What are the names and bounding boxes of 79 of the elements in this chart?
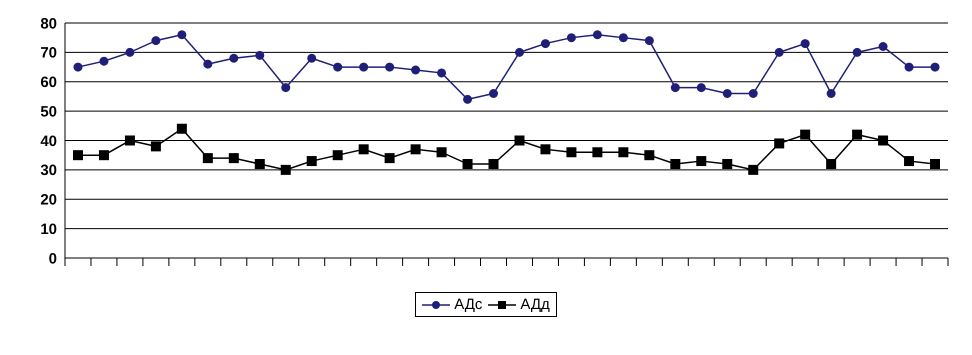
- point: [670, 83, 680, 92]
- point: [437, 68, 446, 78]
- y-tick-label: 10: [40, 220, 57, 238]
- point: [411, 66, 420, 74]
- point: [592, 147, 602, 158]
- point: [540, 144, 550, 154]
- y-tick-label: 30: [40, 162, 57, 180]
- point: [566, 33, 576, 42]
- point: [774, 48, 784, 57]
- point: [670, 159, 680, 169]
- point: [878, 42, 888, 51]
- point: [150, 141, 161, 152]
- point: [73, 62, 82, 72]
- point: [228, 153, 239, 164]
- point: [618, 147, 628, 158]
- legend-label: АДд: [520, 296, 550, 313]
- point: [125, 48, 134, 57]
- point: [644, 150, 654, 160]
- point: [696, 83, 706, 92]
- point: [384, 153, 395, 164]
- point: [202, 153, 213, 164]
- point: [229, 54, 238, 63]
- point: [124, 136, 135, 146]
- y-tick-label: 20: [40, 192, 57, 209]
- point: [280, 164, 291, 175]
- point: [488, 159, 499, 169]
- point: [748, 164, 758, 175]
- point: [592, 30, 602, 40]
- point: [540, 39, 550, 48]
- point: [930, 62, 940, 72]
- y-tick-label: 50: [40, 103, 57, 120]
- point: [203, 60, 212, 69]
- y-tick-label: 40: [40, 132, 57, 150]
- y-tick-label: 70: [40, 44, 57, 62]
- point: [826, 89, 836, 98]
- point: [748, 89, 758, 98]
- point: [255, 50, 264, 60]
- point: [410, 144, 421, 154]
- point: [852, 48, 862, 57]
- point: [930, 159, 940, 169]
- point: [800, 39, 810, 48]
- point: [176, 124, 187, 134]
- point: [904, 156, 914, 166]
- point: [722, 89, 732, 98]
- point: [385, 62, 394, 72]
- point: [878, 136, 888, 146]
- point: [463, 94, 472, 104]
- point: [722, 159, 732, 169]
- point: [436, 147, 447, 158]
- point: [618, 33, 628, 42]
- point: [98, 150, 109, 160]
- legend-label: АДс: [454, 296, 482, 313]
- point: [489, 89, 498, 98]
- y-tick-label: 80: [40, 15, 57, 32]
- point: [826, 159, 836, 169]
- point: [332, 150, 343, 160]
- point: [852, 130, 862, 140]
- point: [306, 156, 317, 166]
- point: [281, 83, 290, 92]
- point: [151, 36, 160, 46]
- y-tick-label: 60: [40, 74, 57, 92]
- point: [800, 130, 810, 140]
- point: [514, 48, 524, 57]
- point: [696, 156, 706, 166]
- point: [358, 144, 369, 154]
- point: [72, 150, 83, 160]
- point: [904, 62, 914, 72]
- point: [99, 56, 108, 66]
- point: [774, 138, 784, 148]
- point: [514, 136, 524, 146]
- y-tick-label: 0: [48, 250, 57, 268]
- point: [307, 54, 316, 63]
- point: [333, 62, 342, 72]
- point: [644, 36, 654, 46]
- point: [254, 159, 265, 169]
- point: [462, 159, 473, 169]
- point: [177, 30, 186, 40]
- point: [566, 147, 576, 158]
- point: [359, 62, 368, 72]
